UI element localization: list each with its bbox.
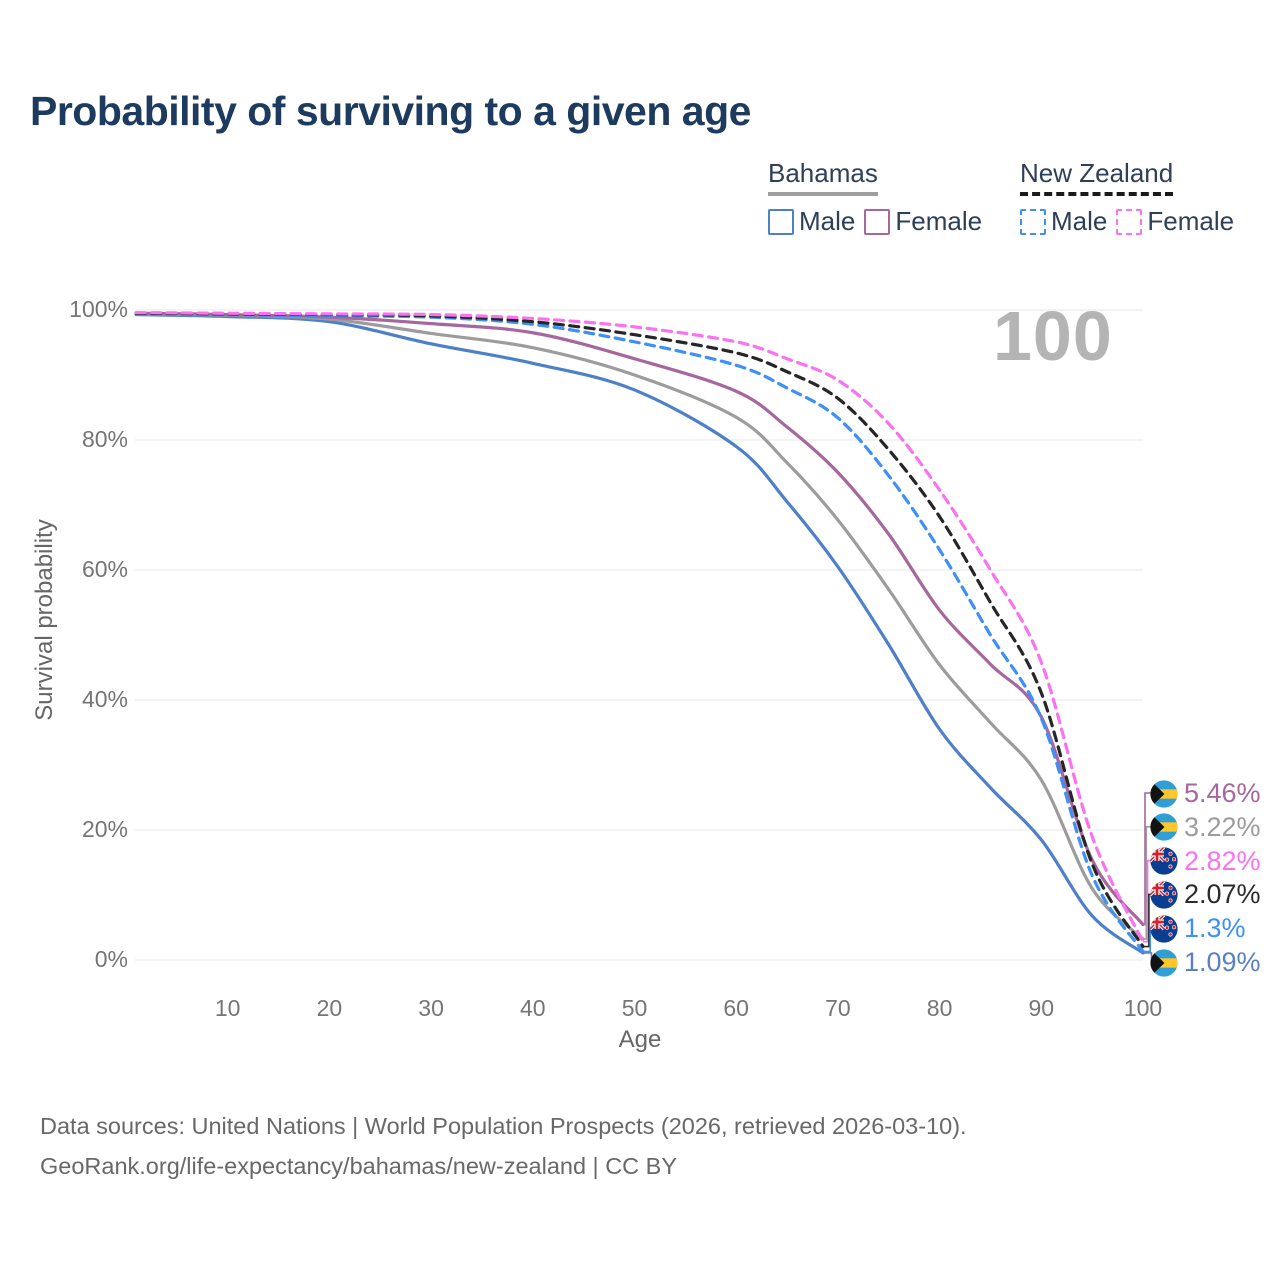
legend-item-new-zealand-female[interactable]: Female [1116, 206, 1234, 237]
chart-title: Probability of surviving to a given age [30, 88, 751, 134]
y-tick-label-20: 20% [81, 816, 128, 842]
legend-group-title: New Zealand [1020, 158, 1174, 196]
end-label-value: 5.46% [1184, 778, 1261, 808]
legend-item-label: Male [799, 206, 856, 236]
x-tick-label-30: 30 [418, 995, 444, 1021]
x-tick-label-50: 50 [621, 995, 648, 1021]
y-tick-label-80: 80% [81, 426, 128, 452]
curve-bahamas[interactable] [134, 312, 1145, 941]
curve-bahamas-female[interactable] [134, 311, 1145, 927]
legend-swatch-icon [1116, 208, 1143, 235]
x-tick-label-100: 100 [1123, 995, 1163, 1021]
bahamas-flag-icon [1150, 779, 1178, 808]
curve-bahamas-male[interactable] [134, 312, 1145, 955]
legend-item-label: Male [1051, 206, 1108, 236]
new-zealand-flag-icon [1150, 881, 1178, 909]
legend-item-label: Female [895, 206, 983, 236]
x-tick-label-80: 80 [926, 995, 953, 1021]
legend-item-bahamas-female[interactable]: Female [864, 206, 982, 237]
y-tick-label-0: 0% [94, 946, 128, 972]
end-label-new-zealand-male: 1.3% [1150, 913, 1246, 944]
curve-new-zealand[interactable] [134, 311, 1145, 949]
legend-item-label: Female [1147, 206, 1235, 236]
end-label-value: 1.09% [1184, 947, 1261, 977]
legend-item-bahamas-male[interactable]: Male [768, 206, 855, 237]
y-axis-title: Survival probability [31, 519, 58, 721]
x-tick-label-60: 60 [723, 995, 749, 1021]
y-tick-label-60: 60% [81, 556, 128, 582]
new-zealand-flag-icon [1150, 847, 1178, 875]
x-tick-label-10: 10 [214, 995, 241, 1021]
end-label-value: 2.07% [1184, 879, 1261, 910]
legend-item-new-zealand-male[interactable]: Male [1020, 206, 1107, 237]
x-tick-label-90: 90 [1028, 995, 1055, 1021]
y-tick-label-40: 40% [81, 686, 128, 712]
bahamas-flag-icon [1150, 948, 1178, 977]
bahamas-flag-icon [1150, 813, 1178, 841]
legend-swatch-icon [768, 208, 794, 235]
footer-attribution: GeoRank.org/life-expectancy/bahamas/new-… [40, 1153, 678, 1179]
end-label-new-zealand-female: 2.82% [1150, 846, 1261, 877]
x-tick-label-70: 70 [825, 995, 851, 1021]
legend-group-title: Bahamas [768, 158, 878, 196]
end-label-value: 3.22% [1184, 811, 1261, 842]
legend-swatch-icon [1020, 208, 1046, 235]
end-label-new-zealand: 2.07% [1150, 879, 1261, 910]
legend-swatch-icon [864, 208, 891, 235]
footer: Data sources: United Nations | World Pop… [40, 1106, 967, 1186]
y-tick-label-100: 100% [69, 296, 128, 322]
legend-group-new-zealand: New Zealand Male Female [1020, 158, 1234, 237]
end-label-value: 2.82% [1184, 845, 1261, 876]
curve-new-zealand-female[interactable] [134, 311, 1145, 944]
footer-data-sources: Data sources: United Nations | World Pop… [40, 1113, 967, 1139]
new-zealand-flag-icon [1150, 915, 1178, 943]
x-tick-label-40: 40 [520, 995, 546, 1021]
legend-group-bahamas: Bahamas Male Female [768, 158, 982, 237]
x-tick-label-20: 20 [316, 995, 343, 1021]
end-label-bahamas-male: 1.09% [1150, 947, 1261, 978]
end-label-value: 1.3% [1184, 913, 1246, 944]
end-label-bahamas: 3.22% [1150, 812, 1261, 843]
end-label-bahamas-female: 5.46% [1150, 778, 1261, 809]
age-watermark: 100 [993, 297, 1113, 375]
curve-new-zealand-male[interactable] [134, 312, 1145, 954]
x-axis-title: Age [618, 1026, 662, 1053]
